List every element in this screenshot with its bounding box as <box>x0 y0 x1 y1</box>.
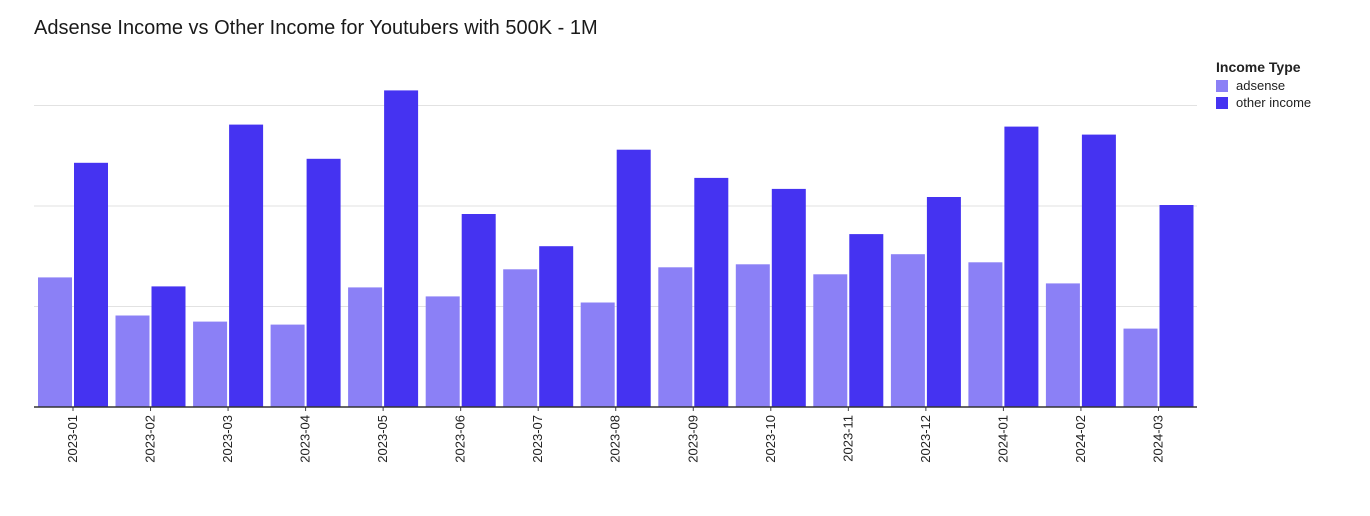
x-tick-label: 2023-01 <box>65 415 80 463</box>
x-tick-label: 2023-08 <box>608 415 623 463</box>
legend-swatch-adsense <box>1216 79 1228 92</box>
x-tick-label: 2023-06 <box>453 415 468 463</box>
bar-adsense-2024-02[interactable] <box>1045 283 1080 407</box>
bar-adsense-2023-12[interactable] <box>890 254 925 407</box>
x-tick-label: 2023-04 <box>298 415 313 463</box>
bar-other-income-2023-05[interactable] <box>384 90 419 408</box>
x-tick-label: 2023-05 <box>375 415 390 463</box>
x-tick-label: 2023-11 <box>840 415 855 462</box>
chart-title: Adsense Income vs Other Income for Youtu… <box>34 17 598 39</box>
legend-title: Income Type <box>1216 59 1301 75</box>
bar-other-income-2023-12[interactable] <box>926 197 961 407</box>
x-tick-label: 2023-07 <box>530 415 545 463</box>
bar-adsense-2023-09[interactable] <box>658 267 693 407</box>
x-tick-label: 2023-09 <box>685 415 700 463</box>
bar-other-income-2023-06[interactable] <box>461 214 496 407</box>
bar-adsense-2024-03[interactable] <box>1123 328 1158 407</box>
x-tick-label: 2024-03 <box>1151 415 1166 463</box>
x-tick-label: 2023-03 <box>220 415 235 463</box>
x-tick-label: 2024-01 <box>995 415 1010 463</box>
bar-adsense-2023-06[interactable] <box>425 296 460 407</box>
x-tick-label: 2023-12 <box>918 415 933 463</box>
bar-other-income-2023-02[interactable] <box>151 286 186 407</box>
legend-swatch-other-income <box>1216 96 1228 109</box>
legend-item-adsense[interactable]: adsense <box>1216 77 1311 94</box>
bar-adsense-2023-05[interactable] <box>348 287 383 407</box>
bar-other-income-2024-01[interactable] <box>1004 126 1039 407</box>
legend: Income Type adsense other income <box>1216 59 1311 111</box>
bar-adsense-2023-11[interactable] <box>813 274 848 407</box>
bar-adsense-2023-08[interactable] <box>580 302 615 408</box>
x-tick-label: 2023-02 <box>143 415 158 463</box>
bar-other-income-2023-07[interactable] <box>539 246 574 407</box>
bar-other-income-2023-03[interactable] <box>229 124 264 407</box>
bar-other-income-2023-11[interactable] <box>849 234 884 407</box>
bar-other-income-2024-02[interactable] <box>1081 134 1116 407</box>
x-tick-label: 2023-10 <box>763 415 778 463</box>
bar-adsense-2023-01[interactable] <box>38 277 72 407</box>
legend-item-other-income[interactable]: other income <box>1216 94 1311 111</box>
bar-adsense-2024-01[interactable] <box>968 262 1003 407</box>
legend-label-adsense: adsense <box>1236 78 1286 93</box>
bar-adsense-2023-02[interactable] <box>115 315 150 408</box>
bar-other-income-2023-08[interactable] <box>616 149 651 407</box>
legend-label-other-income: other income <box>1236 95 1312 110</box>
bar-other-income-2024-03[interactable] <box>1159 205 1194 407</box>
bar-other-income-2023-04[interactable] <box>306 158 341 407</box>
bar-other-income-2023-01[interactable] <box>74 162 108 407</box>
bar-other-income-2023-10[interactable] <box>771 188 806 407</box>
bar-adsense-2023-07[interactable] <box>503 269 538 407</box>
x-tick-label: 2024-02 <box>1073 415 1088 463</box>
bar-adsense-2023-10[interactable] <box>735 264 770 407</box>
bar-other-income-2023-09[interactable] <box>694 177 729 407</box>
bar-adsense-2023-03[interactable] <box>193 321 228 407</box>
bar-adsense-2023-04[interactable] <box>270 324 305 407</box>
